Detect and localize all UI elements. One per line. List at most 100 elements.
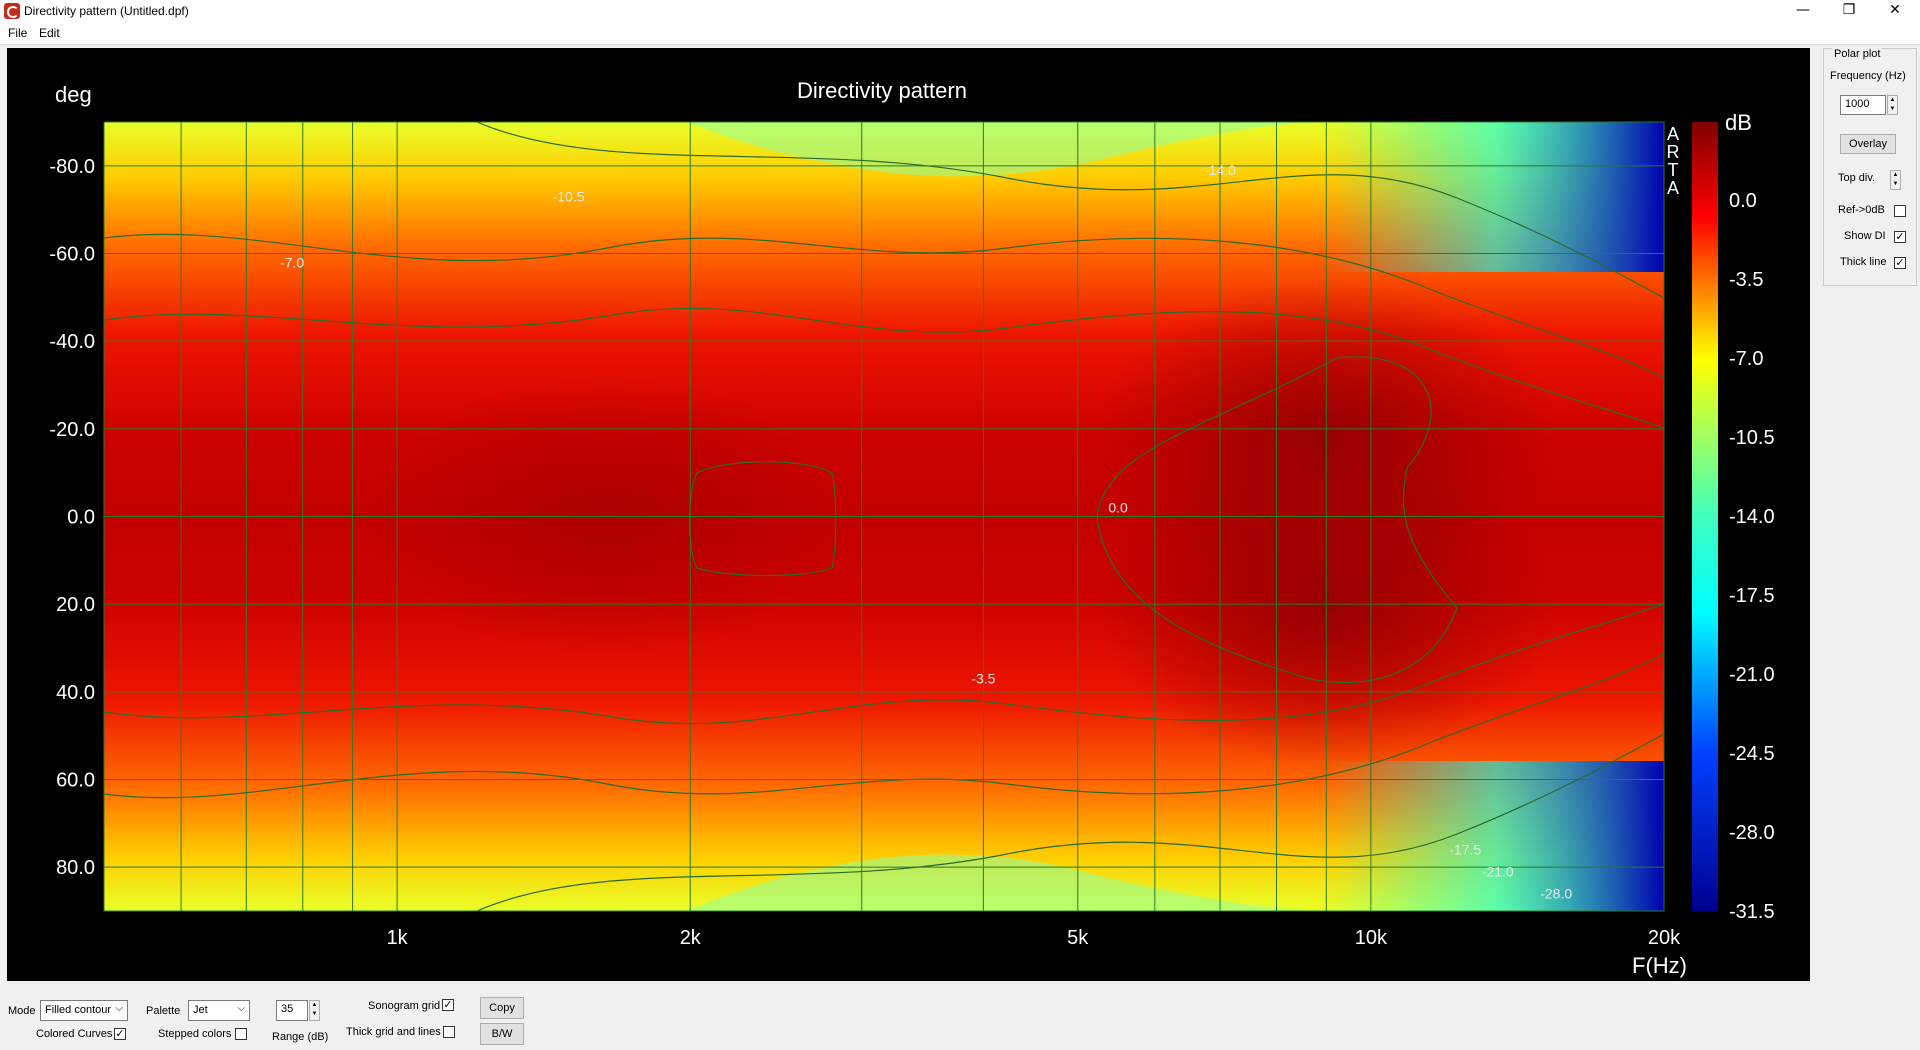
watermark-letter: A xyxy=(1667,178,1679,198)
x-tick-label: 2k xyxy=(680,927,702,949)
x-axis-ticks: 1k 2k 5k 10k 20k xyxy=(387,927,1682,949)
heatmap-bottom-band xyxy=(687,854,1327,911)
palette-select[interactable]: Jet ⌵ xyxy=(188,1000,250,1021)
y-tick-label: 20.0 xyxy=(56,594,95,616)
heatmap-top-band xyxy=(687,122,1327,177)
y-tick-label: 80.0 xyxy=(56,857,95,879)
minimize-button[interactable]: — xyxy=(1796,2,1810,18)
polar-plot-panel: Polar plot Frequency (Hz) 1000 ▲ ▼ Overla… xyxy=(1823,48,1917,286)
x-axis-label: F(Hz) xyxy=(1632,953,1687,978)
watermark-letter: R xyxy=(1667,142,1680,162)
contour-label: -17.5 xyxy=(1449,842,1481,858)
contour-label: -21.0 xyxy=(1482,864,1514,880)
stepped-colors-checkbox[interactable] xyxy=(235,1028,247,1040)
close-button[interactable]: ✕ xyxy=(1889,2,1901,18)
chart-grid xyxy=(104,122,1664,911)
window-title: Directivity pattern (Untitled.dpf) xyxy=(24,4,189,18)
polar-plot-title: Polar plot xyxy=(1832,48,1883,60)
colorbar xyxy=(1692,122,1718,911)
thick-line-checkbox[interactable]: ✓ xyxy=(1894,257,1906,269)
contour-label: -10.5 xyxy=(553,189,585,205)
spin-up-icon[interactable]: ▲ xyxy=(311,1002,318,1008)
thick-grid-label: Thick grid and lines xyxy=(346,1026,441,1038)
heatmap-cold-top xyxy=(1327,122,1664,272)
contour-label: 0.0 xyxy=(1108,500,1128,516)
spin-down-icon[interactable]: ▼ xyxy=(311,1011,318,1017)
x-tick-label: 20k xyxy=(1648,927,1681,949)
plot-frame xyxy=(103,121,1665,912)
y-tick-label: -80.0 xyxy=(49,156,95,178)
ref-0db-label: Ref->0dB xyxy=(1838,204,1885,216)
restore-button[interactable]: ❐ xyxy=(1842,2,1856,18)
sonogram-grid-label: Sonogram grid xyxy=(368,1000,441,1012)
show-di-label: Show DI xyxy=(1844,230,1886,242)
colorbar-tick-label: -21.0 xyxy=(1729,664,1775,686)
sonogram-grid-checkbox[interactable]: ✓ xyxy=(442,999,454,1011)
mode-select[interactable]: Filled contour ⌵ xyxy=(40,1000,128,1021)
palette-value: Jet xyxy=(193,1004,208,1016)
y-tick-label: 40.0 xyxy=(56,682,95,704)
y-axis-label: deg xyxy=(55,82,92,107)
colored-curves-label: Colored Curves xyxy=(36,1028,113,1040)
check-icon: ✓ xyxy=(1895,231,1905,243)
ref-0db-checkbox[interactable] xyxy=(1894,205,1906,217)
app-icon xyxy=(4,3,20,19)
check-icon: ✓ xyxy=(115,1028,125,1040)
chart-title: Directivity pattern xyxy=(797,78,967,103)
thick-grid-checkbox[interactable] xyxy=(443,1026,455,1038)
colorbar-tick-label: -3.5 xyxy=(1729,269,1763,291)
colorbar-tick-label: 0.0 xyxy=(1729,190,1757,212)
contour-line xyxy=(104,307,1664,429)
menu-bar: File Edit xyxy=(0,22,1920,45)
bw-button[interactable]: B/W xyxy=(480,1023,524,1045)
show-di-checkbox[interactable]: ✓ xyxy=(1894,231,1906,243)
frequency-input[interactable]: 1000 xyxy=(1840,95,1886,115)
spin-down-icon[interactable]: ▼ xyxy=(1889,106,1896,112)
mode-value: Filled contour xyxy=(45,1004,112,1016)
spin-up-icon[interactable]: ▲ xyxy=(1892,172,1899,178)
y-tick-label: 0.0 xyxy=(67,507,95,529)
copy-button[interactable]: Copy xyxy=(480,997,524,1019)
chart-canvas[interactable]: -80.0 -60.0 -40.0 -20.0 0.0 20.0 40.0 60.0 80.0 … xyxy=(7,48,1810,981)
menu-edit[interactable]: Edit xyxy=(39,26,60,40)
chevron-down-icon: ⌵ xyxy=(115,1003,123,1014)
contour-line xyxy=(104,603,1664,725)
y-tick-label: -40.0 xyxy=(49,331,95,353)
top-div-label: Top div. xyxy=(1838,172,1876,184)
contour-label: -3.5 xyxy=(971,671,995,687)
colorbar-tick-label: -31.5 xyxy=(1729,901,1775,923)
x-tick-label: 10k xyxy=(1355,927,1388,949)
overlay-button[interactable]: Overlay xyxy=(1840,134,1896,154)
watermark-letter: T xyxy=(1668,160,1679,180)
top-div-spinner[interactable]: ▲ ▼ xyxy=(1890,170,1901,190)
contour-line xyxy=(476,122,1664,299)
contour-line xyxy=(104,233,1664,379)
check-icon: ✓ xyxy=(443,999,453,1011)
frequency-label: Frequency (Hz) xyxy=(1830,70,1906,82)
palette-label: Palette xyxy=(146,1005,181,1017)
y-tick-label: -20.0 xyxy=(49,419,95,441)
menu-file[interactable]: File xyxy=(8,26,28,40)
contour-labels: -7.0 -10.5 -14.0 0.0 -3.5 -17.5-21.0 -28.0 xyxy=(280,162,1572,901)
frequency-spinner[interactable]: ▲ ▼ xyxy=(1887,95,1898,115)
x-tick-label: 1k xyxy=(387,927,409,949)
range-spinner[interactable]: ▲ ▼ xyxy=(309,1000,320,1021)
colorbar-tick-label: -10.5 xyxy=(1729,427,1775,449)
spin-up-icon[interactable]: ▲ xyxy=(1889,97,1896,103)
title-bar: Directivity pattern (Untitled.dpf) — ❐ ✕ xyxy=(0,0,1920,22)
stepped-colors-label: Stepped colors xyxy=(158,1028,232,1040)
heatmap-hotspot-lower xyxy=(1097,448,1557,768)
spin-down-icon[interactable]: ▼ xyxy=(1892,181,1899,187)
contour-label: -14.0 xyxy=(1204,162,1236,178)
contour-label: -7.0 xyxy=(280,254,304,270)
contour-line xyxy=(1096,356,1458,684)
colorbar-tick-label: -28.0 xyxy=(1729,822,1775,844)
thick-line-label: Thick line xyxy=(1840,256,1887,268)
contour-line xyxy=(688,461,837,577)
range-input[interactable]: 35 xyxy=(276,1000,308,1021)
bottom-toolbar: Mode Filled contour ⌵ Palette Jet ⌵ 35 ▲ ▼ … xyxy=(0,990,1920,1050)
colorbar-tick-label: -17.5 xyxy=(1729,585,1775,607)
colored-curves-checkbox[interactable]: ✓ xyxy=(114,1028,126,1040)
directivity-chart: -80.0-60.0-40.0-20.00.020.040.060.080.0 … xyxy=(49,78,1775,978)
y-axis-ticks: -80.0 -60.0 -40.0 -20.0 0.0 20.0 40.0 60.0 80.0 xyxy=(49,156,95,879)
